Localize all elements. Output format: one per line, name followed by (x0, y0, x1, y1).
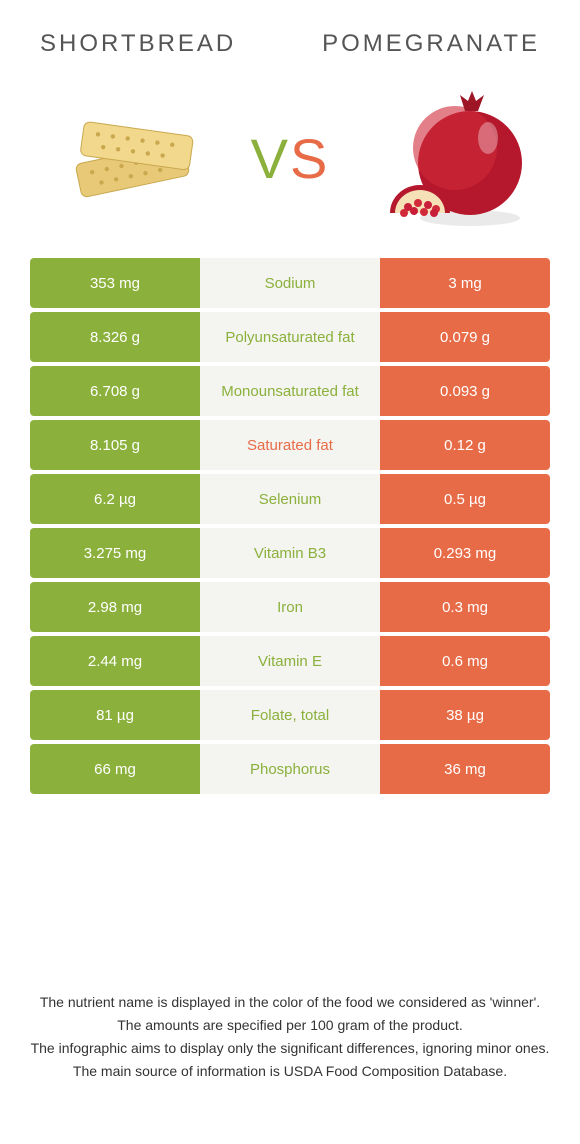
nutrient-label: Saturated fat (200, 420, 380, 470)
nutrient-label: Folate, total (200, 690, 380, 740)
right-value: 3 mg (380, 258, 550, 308)
footnote-line: The amounts are specified per 100 gram o… (30, 1015, 550, 1036)
left-value: 353 mg (30, 258, 200, 308)
left-food-title: SHORTBREAD (40, 30, 236, 58)
nutrient-row: 2.98 mgIron0.3 mg (30, 582, 550, 632)
right-value: 38 µg (380, 690, 550, 740)
nutrient-row: 3.275 mgVitamin B30.293 mg (30, 528, 550, 578)
nutrient-row: 353 mgSodium3 mg (30, 258, 550, 308)
right-value: 0.079 g (380, 312, 550, 362)
nutrient-label: Sodium (200, 258, 380, 308)
nutrient-row: 2.44 mgVitamin E0.6 mg (30, 636, 550, 686)
right-value: 0.6 mg (380, 636, 550, 686)
hero-row: VS (0, 68, 580, 258)
left-value: 81 µg (30, 690, 200, 740)
right-value: 0.093 g (380, 366, 550, 416)
nutrient-label: Vitamin E (200, 636, 380, 686)
right-value: 0.12 g (380, 420, 550, 470)
footnote-line: The main source of information is USDA F… (30, 1061, 550, 1082)
nutrient-table: 353 mgSodium3 mg8.326 gPolyunsaturated f… (30, 258, 550, 794)
right-value: 0.5 µg (380, 474, 550, 524)
nutrient-label: Selenium (200, 474, 380, 524)
right-food-title: POMEGRANATE (322, 30, 540, 58)
left-value: 6.2 µg (30, 474, 200, 524)
nutrient-label: Polyunsaturated fat (200, 312, 380, 362)
left-value: 2.44 mg (30, 636, 200, 686)
nutrient-row: 66 mgPhosphorus36 mg (30, 744, 550, 794)
footnotes: The nutrient name is displayed in the co… (30, 992, 550, 1084)
left-value: 8.105 g (30, 420, 200, 470)
shortbread-icon (50, 88, 210, 228)
left-value: 8.326 g (30, 312, 200, 362)
pomegranate-icon (370, 88, 530, 228)
left-value: 3.275 mg (30, 528, 200, 578)
nutrient-label: Monounsaturated fat (200, 366, 380, 416)
footnote-line: The infographic aims to display only the… (30, 1038, 550, 1059)
right-value: 0.293 mg (380, 528, 550, 578)
headers: SHORTBREAD POMEGRANATE (0, 0, 580, 68)
footnote-line: The nutrient name is displayed in the co… (30, 992, 550, 1013)
nutrient-row: 6.708 gMonounsaturated fat0.093 g (30, 366, 550, 416)
vs-v: V (251, 127, 290, 190)
nutrient-row: 8.326 gPolyunsaturated fat0.079 g (30, 312, 550, 362)
nutrient-row: 81 µgFolate, total38 µg (30, 690, 550, 740)
nutrient-label: Iron (200, 582, 380, 632)
left-value: 2.98 mg (30, 582, 200, 632)
vs-s: S (290, 127, 329, 190)
right-value: 36 mg (380, 744, 550, 794)
nutrient-row: 8.105 gSaturated fat0.12 g (30, 420, 550, 470)
nutrient-label: Vitamin B3 (200, 528, 380, 578)
right-value: 0.3 mg (380, 582, 550, 632)
left-value: 6.708 g (30, 366, 200, 416)
nutrient-row: 6.2 µgSelenium0.5 µg (30, 474, 550, 524)
vs-label: VS (251, 126, 330, 191)
left-value: 66 mg (30, 744, 200, 794)
nutrient-label: Phosphorus (200, 744, 380, 794)
